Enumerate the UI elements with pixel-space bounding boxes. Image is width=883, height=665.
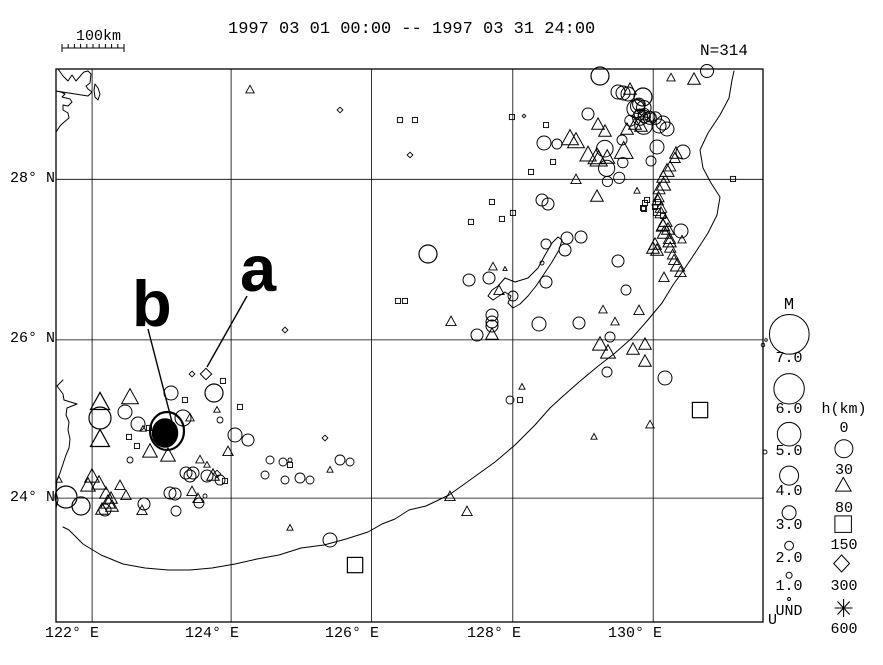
- svg-text:30: 30: [835, 462, 853, 479]
- svg-text:300: 300: [830, 578, 857, 595]
- svg-text:h(km): h(km): [821, 401, 866, 418]
- svg-text:5.0: 5.0: [775, 443, 802, 460]
- svg-text:a: a: [240, 232, 277, 305]
- svg-text:600: 600: [830, 621, 857, 638]
- svg-text:3.0: 3.0: [775, 517, 802, 534]
- svg-text:6.0: 6.0: [775, 401, 802, 418]
- svg-text:7.0: 7.0: [775, 350, 802, 367]
- svg-text:150: 150: [830, 537, 857, 554]
- svg-text:UND: UND: [775, 603, 802, 620]
- svg-text:1.0: 1.0: [775, 578, 802, 595]
- svg-text:b: b: [132, 267, 172, 340]
- svg-text:0: 0: [839, 420, 848, 437]
- svg-text:2.0: 2.0: [775, 550, 802, 567]
- svg-text:M: M: [784, 296, 794, 315]
- svg-text:4.0: 4.0: [775, 483, 802, 500]
- svg-text:80: 80: [835, 500, 853, 517]
